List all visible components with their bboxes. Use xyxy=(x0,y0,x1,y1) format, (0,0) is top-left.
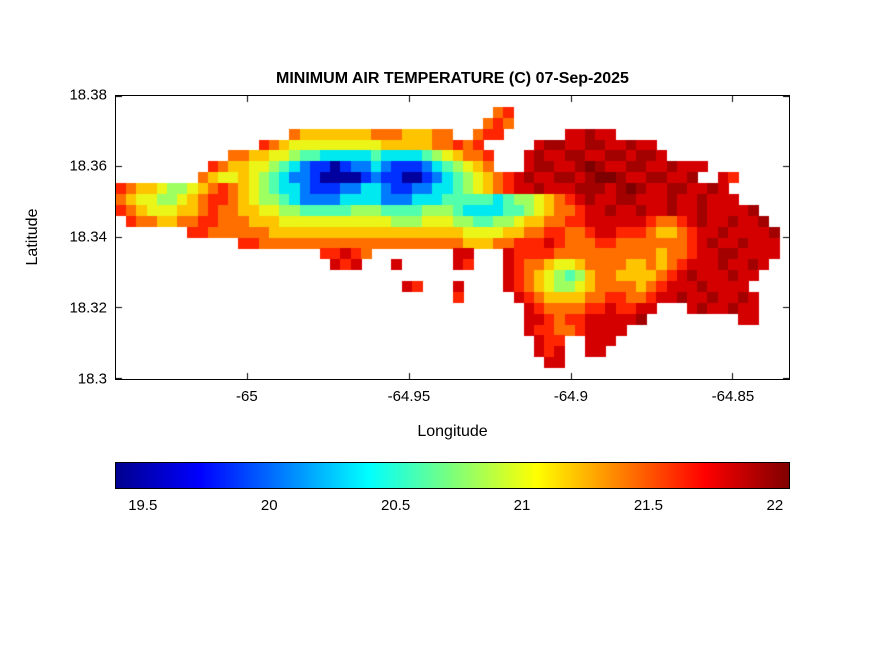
plot-title: MINIMUM AIR TEMPERATURE (C) 07-Sep-2025 xyxy=(276,70,629,87)
y-tick-label: 18.34 xyxy=(69,228,107,246)
colorbar-tick-label: 21 xyxy=(513,497,531,514)
colorbar-tick-label: 20 xyxy=(260,497,278,514)
x-tick-label: -64.85 xyxy=(711,388,755,405)
y-tick-label: 18.32 xyxy=(69,299,107,317)
colorbar-tick-label: 20.5 xyxy=(381,497,411,514)
y-tick-label: 18.36 xyxy=(69,157,107,175)
colorbar-tick-label: 21.5 xyxy=(633,497,664,514)
y-tick-label: 18.38 xyxy=(69,86,107,104)
colorbar xyxy=(115,462,790,489)
x-axis-label: Longitude xyxy=(417,423,488,440)
colorbar-tick-label: 22 xyxy=(766,497,784,514)
plot-area xyxy=(115,95,790,380)
y-tick-label: 18.3 xyxy=(77,370,107,388)
x-tick-label: -65 xyxy=(236,388,258,405)
x-tick-label: -64.9 xyxy=(553,388,589,405)
heatmap-canvas xyxy=(116,96,789,379)
colorbar-tick-label: 19.5 xyxy=(128,497,158,514)
x-tick-label: -64.95 xyxy=(387,388,431,405)
